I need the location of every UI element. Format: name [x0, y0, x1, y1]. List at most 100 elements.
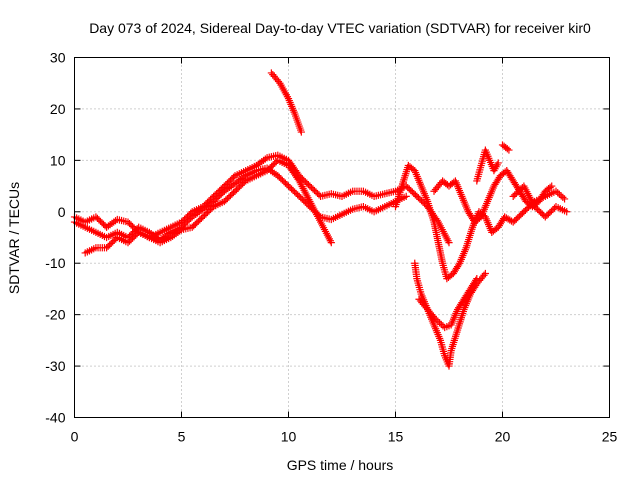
y-tick-label: -20: [45, 307, 65, 323]
data-point-run: [517, 189, 529, 204]
data-point-run: [467, 276, 480, 291]
y-tick-label: -40: [45, 410, 65, 426]
data-point-run: [340, 206, 355, 217]
data-point-run: [398, 163, 412, 188]
data-point-run: [212, 198, 226, 210]
data-point-run: [244, 168, 258, 179]
data-point-run: [307, 199, 324, 224]
data-point-run: [473, 164, 485, 183]
data-point-run: [222, 173, 238, 189]
data-point-run: [448, 307, 461, 327]
x-axis-label: GPS time / hours: [287, 457, 394, 473]
series-track-8: [430, 167, 556, 226]
y-tick-label: 0: [58, 204, 66, 220]
data-point-run: [452, 179, 465, 199]
data-point: [505, 146, 513, 154]
data-point-run: [554, 189, 567, 201]
y-tick-label: -30: [45, 358, 65, 374]
series-track-10: [498, 141, 513, 154]
data-point-run: [444, 271, 456, 281]
data-point-run: [491, 173, 503, 188]
data-point-run: [104, 217, 120, 230]
data-point-run: [105, 229, 119, 241]
data-point-run: [276, 157, 290, 169]
data-point-run: [94, 229, 109, 241]
data-point: [563, 208, 571, 216]
data-point-run: [275, 173, 291, 189]
data-point-run: [340, 188, 355, 199]
data-point: [327, 239, 335, 247]
data-point-run: [436, 179, 445, 188]
data-point-run: [454, 307, 467, 332]
data-point-run: [269, 71, 283, 86]
data-point-run: [411, 261, 421, 281]
data-point-run: [297, 173, 312, 189]
data-point-run: [392, 184, 405, 209]
data-point-run: [168, 227, 184, 240]
data-point-run: [292, 112, 305, 134]
data-point-run: [317, 220, 334, 245]
series-track-3: [81, 156, 335, 257]
data-point-run: [434, 317, 447, 330]
series-track-9: [473, 146, 502, 185]
data-point-run: [361, 188, 376, 199]
data-point: [494, 159, 502, 167]
data-point-run: [500, 142, 511, 153]
data-point-run: [443, 322, 453, 331]
data-point-run: [372, 204, 387, 215]
data-point-run: [233, 173, 248, 186]
data-point-run: [361, 204, 376, 215]
data-point-run: [73, 219, 87, 230]
data-point-run: [524, 199, 535, 209]
data-point: [560, 195, 569, 203]
data-point-run: [554, 204, 569, 215]
data-point-run: [83, 224, 98, 235]
data-point-run: [435, 241, 446, 265]
data-point-run: [265, 158, 280, 173]
data-point: [297, 128, 305, 136]
series-track-2: [70, 164, 410, 244]
data-point-run: [511, 209, 526, 225]
data-point-run: [478, 199, 491, 219]
data-point-run: [404, 183, 419, 199]
data-point-run: [254, 168, 269, 179]
chart-title: Day 073 of 2024, Sidereal Day-to-day VTE…: [89, 20, 591, 36]
data-point-run: [437, 338, 448, 358]
data-point-run: [482, 148, 493, 162]
x-tick-label: 5: [178, 429, 186, 445]
data-point-run: [439, 261, 450, 281]
plot-frame: [74, 57, 610, 418]
data-point-run: [329, 211, 344, 223]
data-point-run: [115, 229, 130, 241]
data-point-run: [411, 168, 424, 188]
data-point-run: [459, 194, 472, 214]
data-point-run: [424, 199, 437, 224]
y-tick-label: 30: [50, 50, 66, 66]
data-point-run: [233, 168, 248, 179]
data-point-run: [244, 173, 258, 184]
data-point-run: [83, 214, 98, 225]
data-point-run: [211, 189, 227, 204]
y-axis-label: SDTVAR / TECUs: [6, 182, 22, 294]
data-point-run: [115, 234, 130, 246]
data-series: [70, 69, 571, 370]
data-point-run: [455, 297, 467, 312]
data-point-run: [447, 178, 458, 189]
data-point-run: [484, 184, 497, 204]
data-point-run: [190, 206, 205, 220]
data-point: [402, 192, 410, 200]
data-point-run: [543, 188, 558, 199]
data-point-run: [307, 183, 323, 199]
data-point-run: [190, 214, 205, 230]
data-point-run: [73, 214, 87, 225]
x-tick-label: 0: [71, 429, 79, 445]
data-point-run: [201, 199, 216, 212]
data-point-run: [211, 183, 227, 199]
data-point-run: [244, 162, 258, 174]
y-tick-label: -10: [45, 255, 65, 271]
data-point-run: [489, 224, 501, 235]
data-point-run: [179, 214, 195, 230]
data-point-run: [543, 183, 554, 194]
data-point-run: [431, 323, 444, 343]
